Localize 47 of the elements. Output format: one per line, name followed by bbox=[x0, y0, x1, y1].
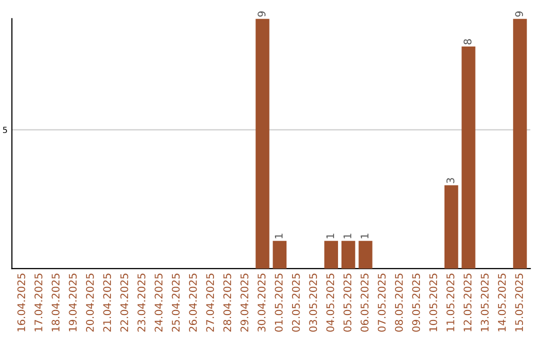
bar bbox=[272, 240, 287, 269]
x-tick-label: 12.05.2025 bbox=[464, 274, 472, 332]
bar bbox=[358, 240, 372, 269]
x-tick-label: 25.04.2025 bbox=[172, 274, 180, 332]
x-tick-label: 17.04.2025 bbox=[34, 274, 42, 332]
x-tick-label: 08.05.2025 bbox=[394, 274, 403, 332]
data-label: 9 bbox=[258, 11, 266, 17]
x-tick-label: 29.04.2025 bbox=[240, 274, 248, 332]
x-tick-label: 02.05.2025 bbox=[292, 274, 300, 332]
data-label: 1 bbox=[360, 234, 368, 238]
x-tick-label: 01.05.2025 bbox=[274, 274, 283, 332]
x-tick-label: 24.04.2025 bbox=[154, 274, 163, 332]
x-tick-label: 13.05.2025 bbox=[480, 274, 489, 332]
data-label: 9 bbox=[515, 11, 524, 17]
data-label: 1 bbox=[326, 234, 334, 238]
x-tick-label: 26.04.2025 bbox=[188, 274, 197, 332]
y-tick-label: 5 bbox=[3, 126, 7, 134]
data-label: 1 bbox=[274, 234, 283, 238]
x-tick-label: 27.04.2025 bbox=[206, 274, 214, 332]
data-label: 8 bbox=[464, 39, 472, 44]
data-label: 3 bbox=[446, 178, 454, 184]
x-tick-label: 07.05.2025 bbox=[378, 274, 386, 332]
x-tick-label: 10.05.2025 bbox=[429, 274, 438, 332]
x-tick-label: 22.04.2025 bbox=[120, 274, 128, 332]
x-tick-label: 03.05.2025 bbox=[309, 274, 318, 332]
x-tick-label: 28.04.2025 bbox=[223, 274, 232, 332]
x-tick-label: 23.04.2025 bbox=[137, 274, 146, 332]
bar bbox=[513, 18, 527, 269]
x-tick-label: 14.05.2025 bbox=[498, 274, 506, 332]
x-tick-label: 16.04.2025 bbox=[17, 274, 26, 332]
data-label: 1 bbox=[344, 234, 352, 238]
x-tick-label: 05.05.2025 bbox=[343, 274, 352, 332]
x-tick-label: 30.04.2025 bbox=[258, 274, 266, 332]
bar bbox=[256, 18, 270, 269]
x-tick-label: 06.05.2025 bbox=[360, 274, 369, 332]
bar bbox=[444, 185, 458, 269]
x-tick-label: 11.05.2025 bbox=[446, 274, 454, 332]
x-tick-label: 09.05.2025 bbox=[412, 274, 420, 332]
bar bbox=[341, 240, 356, 269]
x-tick-label: 19.04.2025 bbox=[68, 274, 77, 332]
bar bbox=[324, 240, 338, 269]
bar bbox=[462, 46, 476, 269]
x-tick-label: 04.05.2025 bbox=[326, 274, 334, 332]
x-tick-label: 15.05.2025 bbox=[515, 274, 524, 332]
x-tick-label: 21.04.2025 bbox=[103, 274, 112, 332]
x-tick-label: 18.04.2025 bbox=[52, 274, 60, 332]
x-tick-label: 20.04.2025 bbox=[86, 274, 94, 332]
